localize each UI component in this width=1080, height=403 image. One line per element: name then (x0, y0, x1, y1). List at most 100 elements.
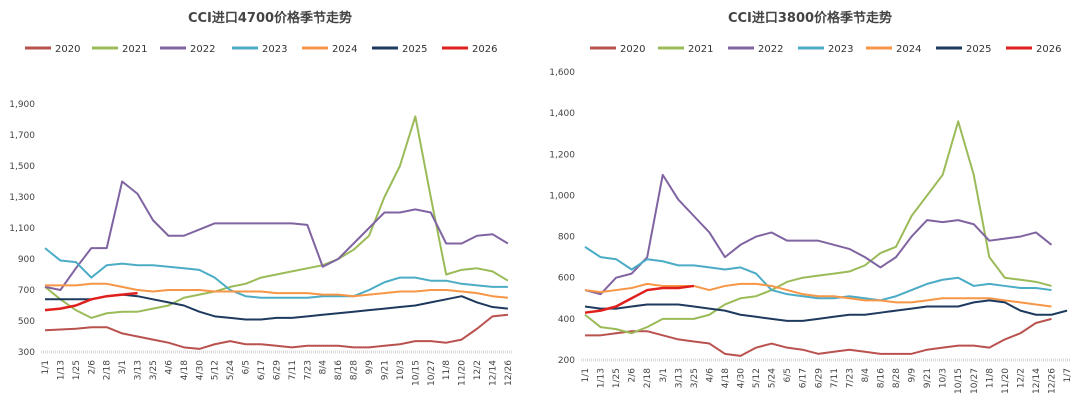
x-tick-label: 1/25 (612, 368, 622, 388)
x-tick-label: 7/23 (303, 360, 313, 380)
x-tick-label: 6/29 (814, 368, 824, 388)
x-tick-label: 12/2 (473, 360, 483, 380)
x-tick-label: 2/18 (103, 360, 113, 380)
x-tick-label: 3/13 (674, 368, 684, 388)
x-tick-label: 4/6 (705, 368, 715, 383)
x-tick-label: 9/9 (365, 360, 375, 375)
y-tick-label: 200 (558, 356, 575, 366)
y-tick-label: 1,400 (549, 109, 575, 119)
legend-label-2024: 2024 (896, 44, 921, 55)
chart-title: CCI进口3800价格季节走势 (728, 10, 892, 26)
chart-4700: CCI进口4700价格季节走势 300 500 700 900 1,100 1,300 1,… (9, 10, 514, 386)
y-tick-label: 1,100 (9, 224, 35, 234)
x-tick-label: 3/1 (659, 368, 669, 382)
x-tick-label: 11/20 (1001, 368, 1011, 394)
legend-label-2022: 2022 (758, 44, 783, 55)
x-tick-label: 12/26 (504, 360, 514, 386)
y-tick-label: 900 (18, 255, 35, 265)
x-tick-label: 6/29 (272, 360, 282, 380)
x-tick-label: 10/27 (970, 368, 980, 394)
legend-label-2024: 2024 (332, 44, 357, 55)
x-tick-label: 5/24 (768, 368, 778, 388)
x-tick-label: 8/28 (892, 368, 902, 388)
legend-label-2026: 2026 (472, 44, 497, 55)
series-line-2025 (584, 299, 1068, 322)
x-tick-label: 7/11 (288, 360, 298, 380)
x-tick-label: 9/9 (908, 368, 918, 383)
x-tick-label: 1/25 (72, 360, 82, 380)
y-tick-label: 1,900 (9, 100, 35, 110)
series-line-2023 (584, 246, 1052, 302)
x-tick-label: 1/13 (597, 368, 607, 388)
x-tick-label: 5/12 (752, 368, 762, 388)
x-tick-label: 12/14 (488, 360, 498, 386)
legend-label-2023: 2023 (828, 44, 853, 55)
x-tick-label: 7/11 (830, 368, 840, 388)
x-tick-label: 4/18 (721, 368, 731, 388)
x-tick-label: 6/5 (242, 360, 252, 374)
y-tick-label: 400 (558, 315, 575, 325)
x-tick-label: 12/14 (1032, 368, 1042, 394)
x-tick-label: 2/18 (643, 368, 653, 388)
series-line-2021 (584, 120, 1052, 335)
x-tick-label: 2/6 (87, 360, 97, 375)
legend-label-2022: 2022 (190, 44, 215, 55)
x-tick-label: 10/27 (427, 360, 437, 386)
x-tick-label: 8/4 (319, 360, 329, 375)
x-tick-label: 6/17 (799, 368, 809, 388)
x-tick-label: 10/3 (939, 368, 949, 388)
x-tick-label: 8/28 (350, 360, 360, 380)
x-tick-label: 10/3 (396, 360, 406, 380)
series-line-2026 (584, 284, 695, 314)
legend-label-2020: 2020 (55, 44, 80, 55)
series-line-2020 (585, 317, 1052, 357)
x-tick-label: 7/23 (845, 368, 855, 388)
y-tick-label: 1,000 (549, 191, 575, 201)
series-line-2026 (44, 291, 138, 312)
x-tick-label: 5/24 (226, 360, 236, 380)
x-tick-label: 3/25 (690, 368, 700, 388)
legend-label-2025: 2025 (966, 44, 991, 55)
series-line-2024 (584, 282, 1052, 308)
legend-label-2023: 2023 (262, 44, 287, 55)
x-tick-label: 9/21 (380, 360, 390, 380)
x-tick-label: 6/17 (257, 360, 267, 380)
x-tick-label: 11/8 (442, 360, 452, 380)
x-tick-label: 6/5 (783, 368, 793, 382)
y-tick-label: 600 (558, 274, 575, 284)
legend-label-2020: 2020 (620, 44, 645, 55)
x-tick-label: 3/13 (134, 360, 144, 380)
legend-label-2025: 2025 (402, 44, 427, 55)
x-tick-label: 8/16 (876, 368, 886, 388)
x-tick-label: 4/6 (164, 360, 174, 375)
x-tick-label: 9/21 (923, 368, 933, 388)
y-tick-label: 800 (558, 233, 575, 243)
x-tick-label: 1/1 (581, 368, 591, 382)
x-tick-label: 12/26 (1048, 368, 1058, 394)
legend-label-2026: 2026 (1036, 44, 1061, 55)
y-tick-label: 1,300 (9, 193, 35, 203)
x-tick-label: 8/16 (334, 360, 344, 380)
x-tick-label: 1/13 (56, 360, 66, 380)
y-tick-label: 1,200 (549, 150, 575, 160)
y-tick-label: 700 (18, 286, 35, 296)
y-tick-label: 1,700 (9, 131, 35, 141)
x-tick-label: 3/1 (118, 360, 128, 374)
x-tick-label: 8/4 (861, 368, 871, 383)
x-tick-label: 11/8 (985, 368, 995, 388)
x-tick-label: 4/18 (180, 360, 190, 380)
y-tick-label: 500 (18, 317, 35, 327)
legend-label-2021: 2021 (688, 44, 713, 55)
x-tick-label: 4/30 (737, 368, 747, 388)
x-tick-label: 3/25 (149, 360, 159, 380)
y-tick-label: 1,600 (549, 68, 575, 78)
x-tick-label: 1/7 (1063, 368, 1073, 382)
chart-title: CCI进口4700价格季节走势 (188, 10, 352, 26)
x-tick-label: 4/30 (195, 360, 205, 380)
series-line-2024 (45, 282, 508, 299)
x-tick-label: 10/15 (954, 368, 964, 394)
series-line-2021 (44, 115, 509, 319)
x-tick-label: 5/12 (211, 360, 221, 380)
series-line-2022 (44, 180, 509, 291)
